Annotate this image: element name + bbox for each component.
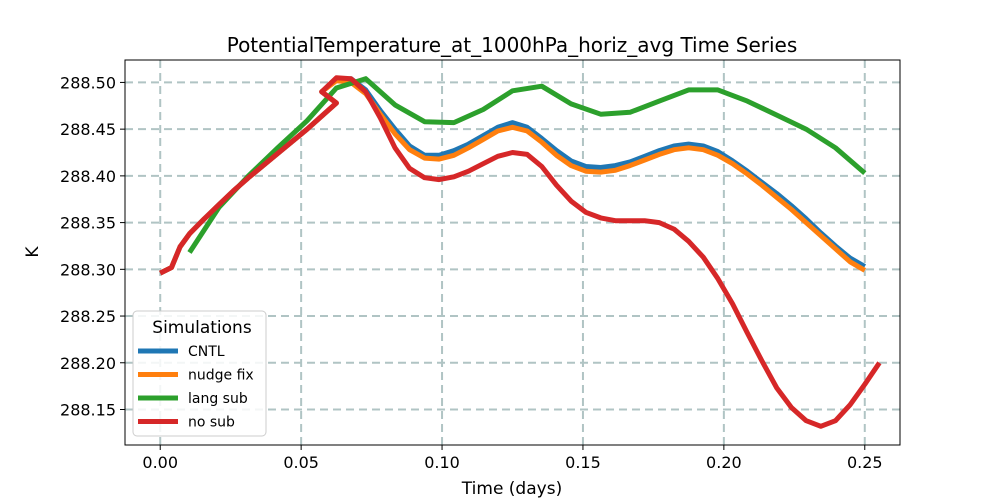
y-tick-label: 288.15 bbox=[60, 400, 116, 419]
y-tick-label: 288.40 bbox=[60, 167, 116, 186]
series-line-no-sub bbox=[159, 75, 882, 429]
legend-label: no sub bbox=[188, 415, 235, 431]
x-tick-label: 0.20 bbox=[706, 453, 742, 472]
x-tick-label: 0.25 bbox=[847, 453, 883, 472]
legend-label: lang sub bbox=[188, 391, 248, 407]
y-axis: 288.15 288.20 288.25 288.30 288.35 288.40 288.… bbox=[60, 73, 125, 419]
y-tick-label: 288.30 bbox=[60, 260, 116, 279]
series-layer bbox=[159, 75, 882, 429]
legend-title: Simulations bbox=[152, 318, 252, 338]
y-tick-label: 288.35 bbox=[60, 214, 116, 233]
series-line-lang-sub bbox=[187, 76, 867, 254]
y-tick-label: 288.45 bbox=[60, 120, 116, 139]
x-tick-label: 0.15 bbox=[565, 453, 601, 472]
x-axis: 0.00 0.05 0.10 0.15 0.20 0.25 bbox=[142, 445, 883, 472]
legend-label: CNTL bbox=[188, 344, 225, 360]
y-tick-label: 288.20 bbox=[60, 354, 116, 373]
plot-frame bbox=[124, 59, 901, 446]
series-line-nudge-fix bbox=[159, 78, 867, 276]
legend-items: CNTL nudge fix lang sub no sub bbox=[138, 344, 254, 431]
legend-box bbox=[132, 310, 267, 437]
x-tick-label: 0.05 bbox=[283, 453, 319, 472]
legend-label: nudge fix bbox=[188, 368, 254, 384]
x-tick-label: 0.10 bbox=[424, 453, 460, 472]
legend: Simulations CNTL nudge fix lang sub no sub bbox=[132, 310, 267, 437]
y-axis-label: K bbox=[23, 246, 43, 258]
y-tick-label: 288.25 bbox=[60, 307, 116, 326]
y-tick-label: 288.50 bbox=[60, 73, 116, 92]
x-axis-label: Time (days) bbox=[461, 479, 562, 499]
x-tick-label: 0.00 bbox=[142, 453, 178, 472]
chart-title: PotentialTemperature_at_1000hPa_horiz_av… bbox=[227, 33, 798, 57]
